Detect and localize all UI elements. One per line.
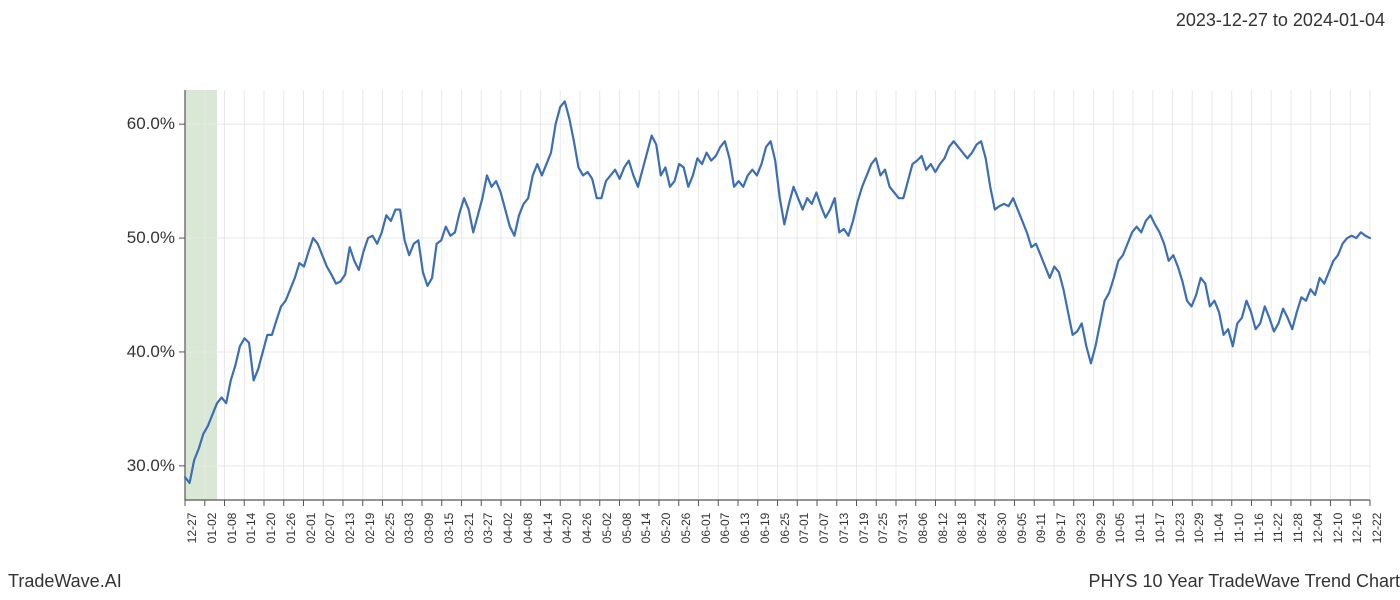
x-tick-label: 04-08 <box>521 513 535 544</box>
x-tick-label: 05-08 <box>620 513 634 544</box>
x-tick-label: 03-09 <box>422 513 436 544</box>
x-tick-label: 11-04 <box>1212 513 1226 543</box>
y-tick-label: 60.0% <box>105 114 175 134</box>
x-tick-label: 01-08 <box>225 513 239 544</box>
x-tick-label: 09-11 <box>1034 513 1048 543</box>
x-tick-label: 02-07 <box>323 513 337 544</box>
x-tick-label: 08-24 <box>975 513 989 544</box>
x-tick-label: 04-20 <box>560 513 574 544</box>
x-tick-label: 04-26 <box>580 513 594 544</box>
x-tick-label: 10-11 <box>1133 513 1147 543</box>
x-tick-label: 01-14 <box>244 513 258 544</box>
x-tick-label: 03-03 <box>402 513 416 544</box>
footer-brand: TradeWave.AI <box>8 571 122 592</box>
x-tick-label: 07-07 <box>817 513 831 544</box>
x-tick-label: 01-02 <box>205 513 219 544</box>
x-tick-label: 08-18 <box>955 513 969 544</box>
x-tick-label: 07-13 <box>837 513 851 544</box>
x-tick-label: 08-12 <box>936 513 950 544</box>
chart-svg <box>0 40 1400 540</box>
x-tick-label: 05-20 <box>659 513 673 544</box>
x-tick-label: 09-05 <box>1015 513 1029 544</box>
x-tick-label: 09-29 <box>1094 513 1108 544</box>
x-tick-label: 07-25 <box>876 513 890 544</box>
x-tick-label: 05-02 <box>600 513 614 544</box>
x-tick-label: 04-14 <box>541 513 555 544</box>
x-tick-label: 12-04 <box>1311 513 1325 544</box>
x-tick-label: 04-02 <box>501 513 515 544</box>
x-tick-label: 02-13 <box>343 513 357 544</box>
x-tick-label: 03-15 <box>442 513 456 544</box>
x-tick-label: 07-01 <box>797 513 811 544</box>
y-tick-label: 40.0% <box>105 342 175 362</box>
x-tick-label: 07-31 <box>896 513 910 544</box>
x-tick-label: 09-17 <box>1054 513 1068 544</box>
x-tick-label: 08-30 <box>995 513 1009 544</box>
x-tick-label: 02-19 <box>363 513 377 544</box>
x-tick-label: 06-07 <box>718 513 732 544</box>
y-tick-label: 50.0% <box>105 228 175 248</box>
x-tick-label: 05-26 <box>679 513 693 544</box>
x-tick-label: 12-22 <box>1370 513 1384 544</box>
x-tick-label: 01-26 <box>284 513 298 544</box>
x-tick-label: 12-16 <box>1350 513 1364 544</box>
x-tick-label: 02-01 <box>304 513 318 544</box>
x-tick-label: 11-28 <box>1291 513 1305 543</box>
x-tick-label: 06-19 <box>758 513 772 544</box>
x-tick-label: 10-17 <box>1153 513 1167 544</box>
x-tick-label: 08-06 <box>916 513 930 544</box>
x-tick-label: 10-29 <box>1192 513 1206 544</box>
x-tick-label: 02-25 <box>383 513 397 544</box>
x-tick-label: 10-05 <box>1113 513 1127 544</box>
y-tick-label: 30.0% <box>105 456 175 476</box>
x-tick-label: 12-10 <box>1331 513 1345 544</box>
x-tick-label: 06-13 <box>738 513 752 544</box>
x-tick-label: 05-14 <box>639 513 653 544</box>
trend-chart: 30.0%40.0%50.0%60.0% 12-2701-0201-0801-1… <box>0 40 1400 540</box>
x-tick-label: 03-27 <box>481 513 495 544</box>
x-tick-label: 01-20 <box>264 513 278 544</box>
x-tick-label: 07-19 <box>857 513 871 544</box>
x-tick-label: 11-22 <box>1271 513 1285 543</box>
x-tick-label: 10-23 <box>1173 513 1187 544</box>
date-range-label: 2023-12-27 to 2024-01-04 <box>1176 10 1385 31</box>
x-tick-label: 12-27 <box>185 513 199 544</box>
x-tick-label: 06-25 <box>778 513 792 544</box>
x-tick-label: 09-23 <box>1074 513 1088 544</box>
x-tick-label: 03-21 <box>462 513 476 544</box>
x-tick-label: 11-10 <box>1232 513 1246 543</box>
footer-title: PHYS 10 Year TradeWave Trend Chart <box>1088 571 1400 592</box>
x-tick-label: 06-01 <box>699 513 713 544</box>
x-tick-label: 11-16 <box>1252 513 1266 543</box>
